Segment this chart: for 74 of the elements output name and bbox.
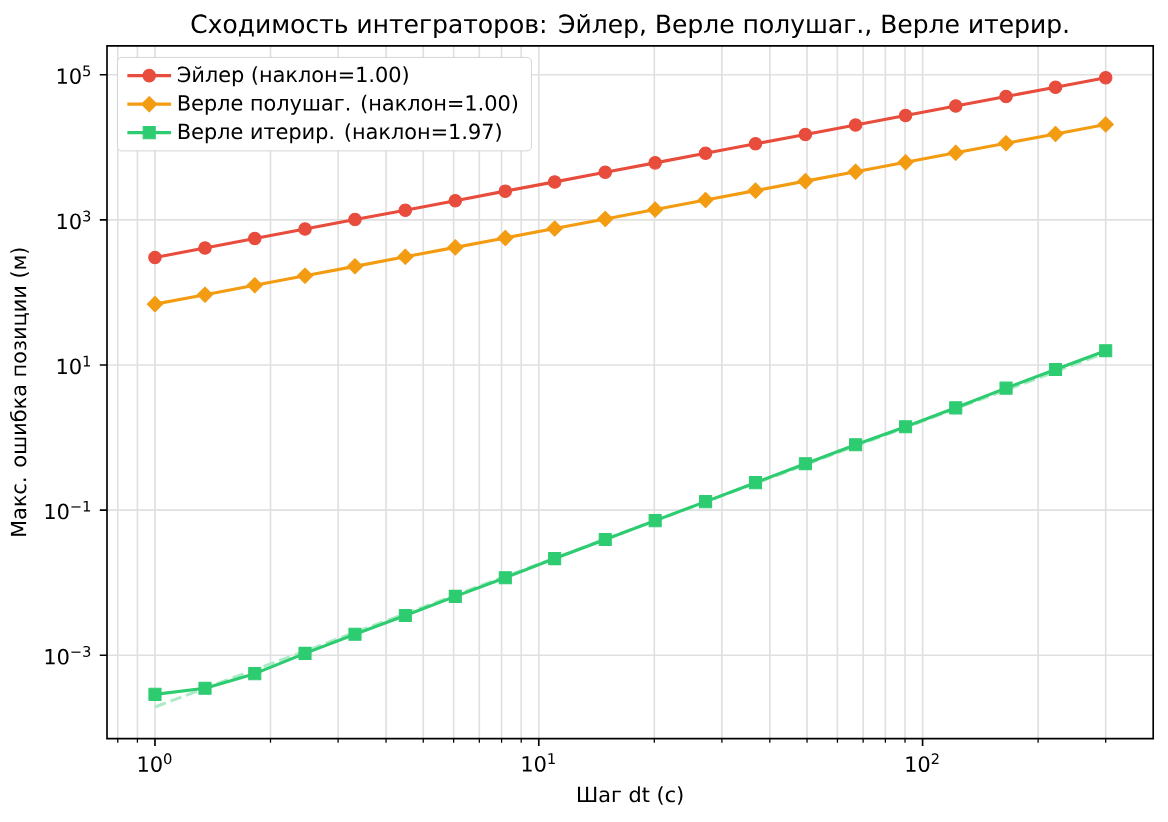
point [748, 476, 763, 490]
point [697, 191, 714, 209]
point [246, 277, 263, 294]
point [797, 172, 814, 190]
point [1048, 80, 1063, 94]
point [296, 267, 314, 284]
point [648, 514, 662, 528]
y-tick-label: 10$^{3}$ [57, 210, 91, 230]
point [346, 258, 364, 275]
point [348, 627, 362, 641]
point [248, 667, 262, 681]
point [598, 165, 613, 180]
point [949, 401, 963, 415]
point [698, 146, 713, 161]
point [598, 533, 612, 547]
point [798, 457, 812, 471]
point [198, 241, 212, 255]
point [798, 127, 813, 142]
point [548, 552, 562, 566]
x-tick-label: 10$^{2}$ [906, 753, 939, 772]
point [849, 438, 863, 452]
point [597, 210, 614, 228]
point [248, 231, 262, 246]
point [196, 286, 214, 303]
point [397, 248, 414, 265]
point [747, 182, 764, 199]
point [1097, 116, 1114, 133]
point [298, 222, 312, 236]
point [897, 154, 914, 171]
point [398, 608, 412, 623]
point [646, 201, 664, 218]
point [847, 163, 864, 180]
point [547, 175, 562, 189]
y-tick-label: 10$^{−3}$ [45, 645, 91, 665]
point [447, 239, 464, 256]
point [498, 571, 512, 585]
point [146, 295, 164, 313]
point [448, 589, 462, 603]
y-tick-label: 10$^{5}$ [57, 65, 91, 85]
point [948, 99, 963, 113]
point [899, 420, 913, 434]
point [348, 212, 362, 227]
point [898, 108, 913, 123]
y-axis-title: Макс. ошибка позиции (м) [9, 248, 29, 536]
y-tick-label: 10$^{1}$ [57, 355, 91, 375]
point [997, 135, 1015, 152]
point [999, 89, 1013, 104]
point [148, 250, 162, 265]
point [546, 220, 563, 237]
chart-title: Сходимость интеграторов: Эйлер, Верле полушаг., Верле итерир. [191, 13, 1068, 39]
point [1048, 362, 1063, 376]
point [298, 646, 312, 660]
point [1099, 344, 1113, 358]
point [999, 381, 1013, 395]
x-tick-label: 10$^{0}$ [138, 753, 172, 772]
x-tick-label: 10$^{1}$ [522, 753, 555, 772]
point [148, 687, 162, 701]
point [947, 144, 964, 161]
point [699, 495, 713, 509]
point [497, 229, 514, 247]
point [648, 156, 662, 170]
x-axis-title: Шаг dt (с) [577, 786, 683, 805]
legend-label: Эйлер (наклон=1.00) [177, 66, 408, 87]
point [448, 193, 463, 208]
legend-label: Верле итерир. (наклон=1.97) [178, 123, 501, 144]
point [498, 184, 513, 198]
point [748, 137, 763, 151]
point [1098, 70, 1113, 85]
point [198, 681, 212, 695]
legend-label: Верле полушаг. (наклон=1.00) [178, 94, 518, 115]
point [398, 203, 413, 217]
point [848, 118, 863, 132]
y-tick-label: 10$^{−1}$ [45, 500, 91, 520]
point [1047, 125, 1064, 143]
